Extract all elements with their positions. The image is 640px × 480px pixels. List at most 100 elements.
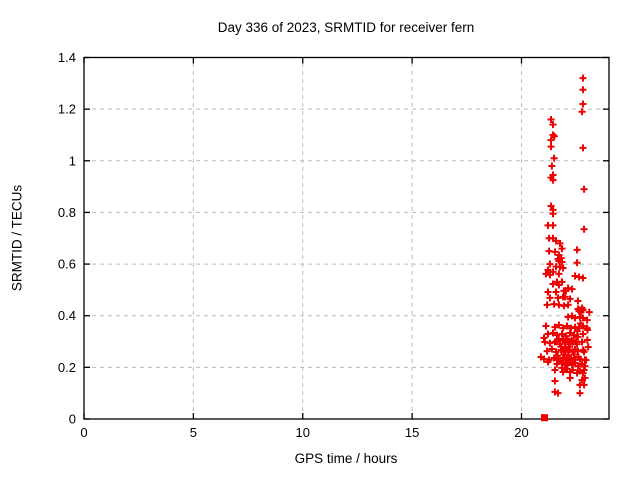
data-point bbox=[571, 272, 579, 280]
data-point bbox=[553, 331, 561, 339]
data-point bbox=[551, 366, 559, 374]
data-point bbox=[580, 366, 588, 374]
data-point bbox=[580, 185, 588, 193]
data-point bbox=[560, 350, 568, 358]
data-point bbox=[574, 353, 582, 361]
data-point bbox=[569, 366, 577, 374]
data-point bbox=[541, 338, 549, 346]
data-point bbox=[580, 381, 588, 389]
data-point-square bbox=[540, 414, 548, 422]
data-point bbox=[562, 287, 570, 295]
data-point bbox=[576, 389, 584, 397]
data-point bbox=[555, 270, 563, 278]
data-point bbox=[580, 348, 588, 356]
y-tick-label: 0.6 bbox=[58, 257, 76, 272]
data-point bbox=[548, 162, 556, 170]
data-point bbox=[579, 330, 587, 338]
data-point bbox=[584, 326, 592, 334]
data-point bbox=[573, 246, 581, 254]
data-point bbox=[578, 338, 586, 346]
data-point bbox=[580, 225, 588, 233]
x-tick-label: 15 bbox=[405, 425, 419, 440]
data-point bbox=[549, 210, 557, 218]
data-point bbox=[583, 336, 591, 344]
data-point bbox=[570, 350, 578, 358]
data-point bbox=[565, 352, 573, 360]
data-point bbox=[556, 239, 564, 247]
data-point bbox=[582, 356, 590, 364]
data-point bbox=[559, 324, 567, 332]
x-tick-label: 0 bbox=[80, 425, 87, 440]
data-point bbox=[555, 281, 563, 289]
data-point bbox=[549, 121, 557, 129]
data-point bbox=[573, 327, 581, 335]
chart-title: Day 336 of 2023, SRMTID for receiver fer… bbox=[217, 20, 475, 35]
data-point bbox=[564, 313, 572, 321]
data-point bbox=[553, 338, 560, 346]
plot-border bbox=[83, 56, 610, 420]
data-point bbox=[550, 154, 558, 162]
data-point bbox=[579, 74, 587, 82]
data-point bbox=[567, 357, 575, 365]
data-point bbox=[549, 280, 557, 288]
data-point bbox=[566, 329, 574, 337]
data-point bbox=[570, 331, 578, 339]
x-tick-label: 5 bbox=[190, 425, 197, 440]
data-point bbox=[546, 339, 554, 347]
data-point bbox=[559, 264, 567, 272]
data-point bbox=[558, 330, 566, 338]
y-tick-label: 0 bbox=[69, 412, 76, 427]
data-point bbox=[566, 343, 574, 351]
data-point bbox=[551, 377, 559, 385]
data-point bbox=[544, 288, 552, 296]
data-point bbox=[559, 336, 567, 344]
data-point bbox=[552, 237, 560, 245]
data-point bbox=[542, 322, 550, 330]
data-point bbox=[560, 302, 568, 310]
data-point bbox=[578, 376, 586, 384]
y-tick-label: 1.2 bbox=[58, 102, 76, 117]
data-point bbox=[571, 345, 579, 353]
data-point bbox=[555, 301, 563, 309]
data-point bbox=[579, 144, 587, 152]
y-tick-label: 1 bbox=[69, 153, 76, 168]
data-point bbox=[561, 293, 569, 301]
data-point bbox=[585, 308, 593, 316]
data-point bbox=[552, 288, 560, 296]
data-point bbox=[544, 358, 552, 366]
data-point bbox=[551, 248, 559, 256]
data-point bbox=[562, 358, 570, 366]
data-point bbox=[549, 176, 557, 184]
data-point bbox=[546, 294, 554, 302]
data-point bbox=[575, 273, 583, 281]
data-point bbox=[563, 335, 571, 343]
data-point bbox=[571, 314, 579, 322]
data-point bbox=[579, 86, 587, 94]
data-point bbox=[571, 323, 579, 331]
data-point bbox=[584, 343, 592, 351]
data-point bbox=[558, 258, 566, 266]
data-point bbox=[549, 131, 557, 139]
data-point bbox=[548, 345, 556, 353]
data-point bbox=[543, 347, 551, 355]
data-point bbox=[572, 338, 580, 346]
data-point bbox=[547, 115, 555, 123]
data-point bbox=[547, 143, 555, 151]
data-point bbox=[579, 314, 587, 322]
data-point bbox=[559, 368, 567, 376]
data-point bbox=[574, 362, 582, 370]
data-point bbox=[564, 301, 572, 309]
data-point bbox=[556, 357, 564, 365]
data-point bbox=[545, 247, 553, 255]
data-point bbox=[561, 344, 569, 352]
data-point bbox=[544, 266, 552, 274]
data-point bbox=[550, 132, 558, 140]
x-tick-label: 10 bbox=[296, 425, 310, 440]
data-point bbox=[549, 329, 557, 337]
data-point bbox=[574, 297, 582, 305]
data-point bbox=[542, 270, 550, 278]
x-tick-label: 20 bbox=[514, 425, 528, 440]
data-point bbox=[566, 295, 574, 303]
